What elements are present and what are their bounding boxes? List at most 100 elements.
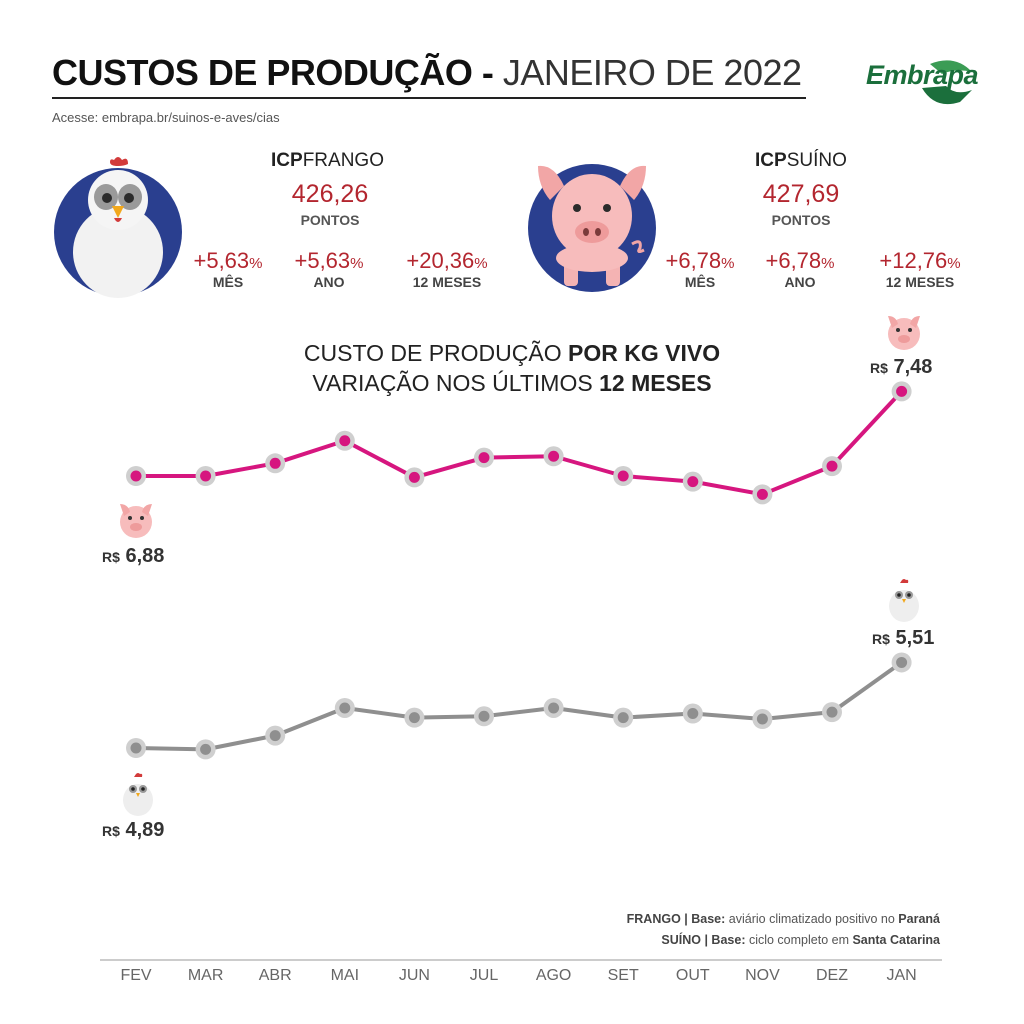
- data-point: [687, 708, 699, 719]
- icp-frango-unit: PONTOS: [300, 212, 360, 228]
- data-point: [408, 712, 420, 724]
- footnote-frango: FRANGO | Base: aviário climatizado posit…: [627, 912, 940, 926]
- pig-icon: [120, 504, 152, 538]
- currency: R$: [872, 631, 890, 647]
- data-point: [478, 452, 490, 464]
- x-tick-label: AGO: [536, 967, 572, 984]
- chart-title-line1: CUSTO DE PRODUÇÃO: [303, 340, 568, 366]
- footnote-text: ciclo completo em: [745, 933, 853, 947]
- icp-name: SUÍNO: [786, 150, 847, 171]
- var-pct: %: [821, 255, 835, 272]
- var-label: ANO: [784, 274, 816, 290]
- page-title: CUSTOS DE PRODUÇÃO - JANEIRO DE 2022: [52, 52, 802, 94]
- var-value: +12,76: [879, 248, 948, 273]
- x-tick-label: MAR: [188, 967, 224, 984]
- chart-title-line1-bold: POR KG VIVO: [568, 340, 721, 366]
- var-label: 12 MESES: [885, 274, 955, 290]
- x-tick-label: SET: [608, 967, 639, 984]
- price-value: 5,51: [895, 627, 935, 649]
- x-tick-label: NOV: [745, 967, 780, 984]
- price-value: 7,48: [893, 356, 933, 378]
- icp-prefix: ICP: [755, 150, 787, 171]
- suino-series: [126, 381, 912, 505]
- data-point: [756, 488, 768, 500]
- header-divider: [52, 97, 806, 99]
- footnote-name: FRANGO | Base:: [626, 912, 726, 926]
- footnote-place: Santa Catarina: [852, 933, 940, 947]
- data-point: [896, 656, 908, 668]
- data-point: [617, 712, 629, 724]
- var-value: +5,63: [294, 248, 351, 273]
- frango-end-label: R$ 5,51: [872, 627, 934, 650]
- data-point: [269, 730, 281, 742]
- footnote-text: aviário climatizado positivo no: [725, 912, 899, 926]
- data-point: [896, 385, 908, 397]
- chicken-icon: [123, 773, 153, 816]
- suino-var-12m: +12,76% 12 MESES: [865, 248, 975, 290]
- currency: R$: [102, 823, 120, 839]
- data-point: [756, 713, 768, 725]
- data-point: [130, 470, 142, 482]
- logo-text: Embrapa: [866, 60, 979, 90]
- series-line: [136, 390, 904, 497]
- data-point: [687, 476, 699, 488]
- data-point: [826, 460, 838, 472]
- var-value: +20,36: [406, 248, 475, 273]
- chart-title-line2-bold: 12 MESES: [599, 370, 712, 396]
- suino-start-label: R$ 6,88: [102, 545, 164, 568]
- frango-var-month: +5,63% MÊS: [173, 248, 283, 290]
- var-pct: %: [249, 255, 263, 272]
- data-point: [617, 470, 629, 482]
- title-bold: CUSTOS DE PRODUÇÃO -: [52, 52, 494, 93]
- series-line: [135, 660, 903, 752]
- var-pct: %: [947, 255, 961, 272]
- var-value: +6,78: [665, 248, 722, 273]
- x-tick-label: FEV: [120, 967, 151, 984]
- var-pct: %: [474, 255, 488, 272]
- data-point: [200, 470, 212, 482]
- data-point: [826, 706, 838, 718]
- price-value: 4,89: [125, 819, 165, 841]
- data-point: [548, 450, 560, 462]
- icp-suino-name: ICPSUÍNO: [755, 150, 847, 172]
- footnote-name: SUÍNO | Base:: [661, 933, 746, 947]
- icp-suino-unit: PONTOS: [771, 212, 831, 228]
- frango-series: [126, 652, 912, 760]
- chicken-illustration: [54, 157, 182, 298]
- footnote-place: Paraná: [898, 912, 940, 926]
- chicken-icon: [889, 579, 919, 622]
- title-light: JANEIRO DE 2022: [502, 52, 802, 93]
- x-tick-label: OUT: [676, 967, 710, 984]
- data-point: [130, 742, 142, 754]
- currency: R$: [870, 360, 888, 376]
- icp-frango-value: 426,26: [291, 180, 369, 208]
- var-label: MÊS: [212, 274, 244, 290]
- currency: R$: [102, 549, 120, 565]
- icp-suino-value: 427,69: [762, 180, 840, 208]
- pig-illustration: [528, 164, 656, 292]
- frango-start-label: R$ 4,89: [102, 819, 164, 842]
- x-tick-label: JAN: [886, 967, 916, 984]
- source-link[interactable]: Acesse: embrapa.br/suinos-e-aves/cias: [52, 110, 280, 125]
- x-tick-label: JUL: [470, 967, 499, 984]
- chart-title-line2: VARIAÇÃO NOS ÚLTIMOS: [312, 370, 600, 396]
- suino-var-month: +6,78% MÊS: [645, 248, 755, 290]
- icp-prefix: ICP: [271, 150, 303, 171]
- var-label: ANO: [313, 274, 345, 290]
- price-value: 6,88: [125, 545, 165, 567]
- embrapa-logo: Embrapa: [860, 50, 980, 110]
- data-point: [478, 710, 490, 722]
- suino-var-year: +6,78% ANO: [745, 248, 855, 290]
- pig-icon: [888, 316, 920, 350]
- data-point: [269, 457, 281, 469]
- var-label: MÊS: [684, 274, 716, 290]
- icp-name: FRANGO: [302, 150, 384, 171]
- data-point: [339, 702, 351, 714]
- data-point: [200, 743, 212, 755]
- frango-var-12m: +20,36% 12 MESES: [392, 248, 502, 290]
- x-tick-label: JUN: [399, 967, 430, 984]
- var-value: +5,63: [193, 248, 250, 273]
- var-pct: %: [350, 255, 364, 272]
- data-point: [339, 435, 351, 447]
- x-tick-label: DEZ: [816, 967, 848, 984]
